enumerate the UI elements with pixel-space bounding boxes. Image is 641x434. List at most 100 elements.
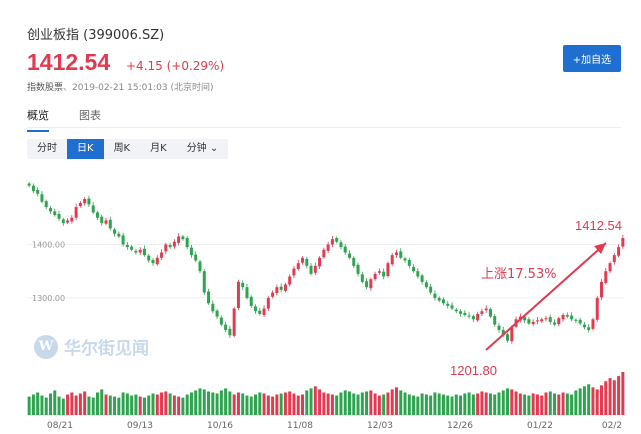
volume-bar: [147, 395, 151, 415]
candle: [262, 308, 266, 315]
period-weekly[interactable]: 周K: [113, 143, 131, 154]
volume-bar: [95, 392, 99, 415]
x-tick-label: 12/26: [447, 421, 473, 431]
volume-bar: [104, 394, 108, 415]
tab-overview[interactable]: 概览: [27, 107, 49, 132]
candle: [318, 257, 322, 267]
volume-bar: [245, 395, 249, 415]
volume-bar: [540, 395, 544, 415]
volume-bar: [57, 396, 61, 415]
candle: [70, 217, 74, 222]
volume-bar: [527, 395, 531, 415]
volume-bar: [574, 390, 578, 415]
volume-bar: [301, 394, 305, 415]
volume-bar: [377, 395, 381, 415]
candle: [181, 236, 185, 240]
volume-bar: [548, 391, 552, 415]
volume-bar: [582, 386, 586, 415]
candle: [57, 214, 61, 219]
period-daily[interactable]: 日K: [67, 139, 104, 159]
volume-bar: [506, 388, 510, 415]
volume-bar: [356, 394, 360, 415]
candle: [548, 317, 552, 322]
candle: [155, 257, 159, 265]
y-tick-label: 1300.00: [32, 294, 65, 303]
candle: [185, 238, 189, 248]
candle: [621, 238, 625, 247]
candle: [74, 207, 78, 218]
candle: [382, 271, 386, 277]
candle: [561, 314, 565, 320]
candle: [288, 276, 292, 285]
volume-bar: [600, 385, 604, 415]
volume-bar: [138, 396, 142, 415]
tab-chart[interactable]: 图表: [79, 109, 101, 122]
volume-bar: [544, 392, 548, 415]
volume-bar: [83, 391, 87, 415]
volume-bar: [454, 394, 458, 415]
candle: [211, 303, 215, 312]
add-watchlist-button[interactable]: +加自选: [563, 45, 621, 72]
volume-bar: [386, 392, 390, 415]
candle: [390, 255, 394, 265]
index-code: (399006.SZ): [83, 28, 165, 43]
period-intraday[interactable]: 分时: [37, 143, 57, 154]
x-tick-label: 11/08: [287, 421, 313, 431]
candle: [138, 249, 142, 253]
volume-bar: [78, 393, 82, 415]
candle: [373, 273, 377, 280]
volume-bar: [352, 393, 356, 415]
volume-bar: [283, 392, 287, 415]
candle: [207, 291, 211, 304]
candle: [531, 321, 535, 325]
volume-bar: [612, 380, 616, 415]
x-tick-label: 01/22: [527, 421, 553, 431]
candle: [66, 220, 70, 223]
candle: [271, 292, 275, 297]
volume-bar: [450, 396, 454, 415]
volume-bar: [420, 393, 424, 415]
period-monthly[interactable]: 月K: [150, 143, 167, 154]
candle: [313, 265, 317, 273]
volume-bar: [437, 393, 441, 415]
candle: [604, 271, 608, 283]
candle: [305, 258, 309, 266]
volume-bar: [211, 392, 215, 415]
candle: [40, 194, 44, 202]
candle: [104, 220, 108, 224]
volume-bar: [535, 394, 539, 415]
candle: [113, 229, 117, 234]
volume-bar: [309, 388, 313, 415]
watermark-logo-icon: W: [34, 334, 58, 359]
volume-bar: [480, 391, 484, 415]
period-minute[interactable]: 分钟 ⌄: [186, 143, 219, 154]
candle: [87, 198, 91, 205]
period-selector: 分时 日K 周K 月K 分钟 ⌄: [27, 139, 229, 159]
x-tick-label: 02/2: [602, 421, 622, 431]
candle: [27, 183, 31, 186]
candle: [441, 299, 445, 304]
volume-bar: [258, 392, 262, 415]
candle: [95, 212, 99, 218]
candle: [202, 271, 206, 293]
volume-bar: [70, 392, 74, 415]
volume-bar: [202, 389, 206, 415]
volume-bar: [399, 390, 403, 415]
candle: [100, 216, 104, 224]
volume-bar: [429, 395, 433, 415]
volume-bar: [488, 393, 492, 415]
volume-bar: [160, 392, 164, 415]
candle: [343, 246, 347, 253]
volume-bar: [390, 389, 394, 415]
candle: [429, 286, 433, 293]
candle: [527, 319, 531, 324]
candle: [553, 322, 557, 325]
volume-bar: [296, 395, 300, 415]
volume-bar: [523, 394, 527, 415]
candle: [480, 311, 484, 314]
volume-bar: [266, 395, 270, 415]
volume-bar: [279, 393, 283, 415]
volume-bar: [219, 390, 223, 415]
candle: [83, 199, 87, 204]
